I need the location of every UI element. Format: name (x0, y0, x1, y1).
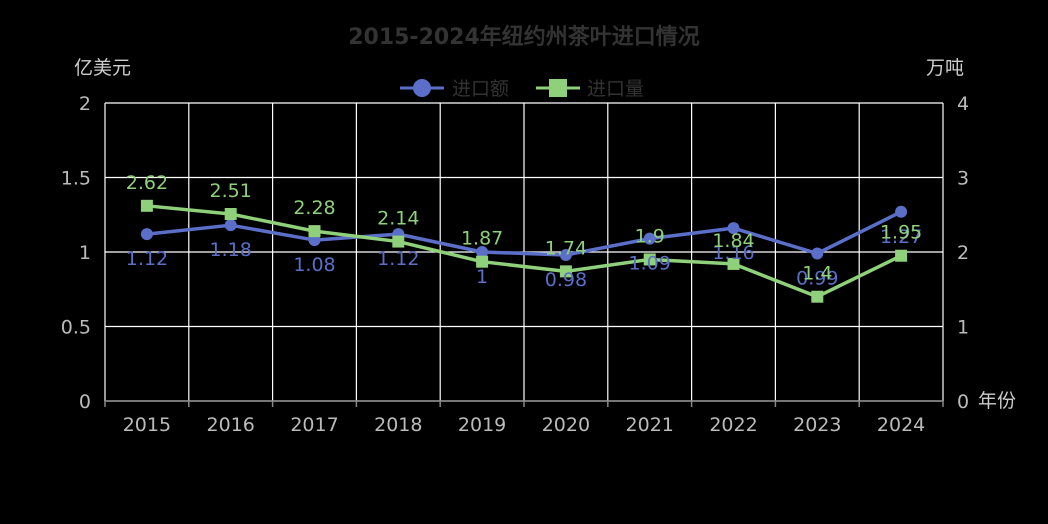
x-tick-label: 2017 (290, 414, 338, 436)
legend[interactable]: 进口额 进口量 (400, 78, 644, 100)
x-axis-label: 年份 (978, 390, 1016, 412)
x-tick-label: 2023 (793, 414, 841, 436)
y-left-tick-label: 0.5 (61, 317, 91, 339)
legend-item-series-1[interactable]: 进口额 (400, 78, 509, 100)
data-label: 0.98 (545, 269, 587, 291)
legend-label-series-2: 进口量 (587, 78, 644, 100)
data-label: 1 (476, 266, 488, 288)
x-tick-label: 2016 (207, 414, 255, 436)
data-label: 2.51 (210, 180, 252, 202)
data-label: 2.14 (377, 208, 419, 230)
series-lines (146, 204, 902, 299)
axes (104, 400, 944, 407)
data-point-square (392, 235, 405, 248)
data-label: 2.28 (293, 197, 335, 219)
data-point-square (476, 255, 489, 268)
legend-label-series-1: 进口额 (452, 78, 509, 100)
data-label: 1.16 (712, 242, 754, 264)
data-label: 1.74 (545, 237, 587, 259)
data-label: 1.9 (635, 225, 665, 247)
data-label: 1.84 (712, 230, 754, 252)
data-label: 1.4 (802, 263, 832, 285)
series-line-2 (146, 204, 902, 299)
x-tick-label: 2018 (374, 414, 422, 436)
y-right-tick-label: 0 (957, 391, 969, 413)
data-point-square (895, 249, 908, 262)
x-tick-label: 2015 (123, 414, 171, 436)
data-point-circle (224, 219, 237, 232)
legend-item-series-2[interactable]: 进口量 (536, 78, 644, 100)
data-labels: 1.12 1.18 1.08 1.12 1 0.98 1.09 1.16 0.99 1.27 2.6… (126, 172, 923, 291)
data-point-square (643, 253, 656, 266)
y-right-tick-label: 1 (957, 317, 969, 339)
data-label: 1.12 (126, 248, 168, 270)
y-left-tick-label: 0 (79, 391, 91, 413)
data-point-square (224, 208, 237, 221)
x-tick-label: 2020 (542, 414, 590, 436)
data-point-square (308, 225, 321, 238)
y-left-tick-label: 1.5 (61, 168, 91, 190)
data-point-circle (727, 222, 740, 235)
tick-labels: 0 0.5 1 1.5 2 0 1 2 3 4 2015 2016 2017 2018 2019 2020 20… (61, 93, 969, 436)
data-label: 1.08 (293, 254, 335, 276)
data-point-circle (140, 228, 153, 241)
y-right-tick-label: 3 (957, 168, 969, 190)
data-point-square (727, 257, 740, 270)
data-label: 1.95 (880, 222, 922, 244)
data-label: 1.18 (210, 239, 252, 261)
y-left-tick-label: 2 (79, 93, 91, 115)
data-point-circle (476, 246, 489, 258)
legend-square-icon (549, 79, 567, 97)
grid-lines (104, 102, 944, 402)
y-right-axis-label: 万吨 (926, 57, 964, 79)
data-point-square (811, 290, 824, 303)
data-label: 1.12 (377, 248, 419, 270)
series-line-1 (146, 210, 902, 257)
x-tick-label: 2019 (458, 414, 506, 436)
y-right-tick-label: 2 (957, 242, 969, 264)
data-label: 0.99 (796, 267, 838, 289)
data-point-circle (895, 205, 908, 218)
chart-title: 2015-2024年纽约州茶叶进口情况 (348, 24, 700, 50)
y-left-tick-label: 1 (79, 242, 91, 264)
data-markers (140, 199, 908, 303)
data-label: 2.62 (126, 172, 168, 194)
data-point-circle (643, 232, 656, 245)
data-point-circle (559, 248, 572, 261)
y-right-tick-label: 4 (957, 93, 969, 115)
x-tick-label: 2022 (709, 414, 757, 436)
data-point-square (559, 265, 572, 278)
data-label: 1.87 (461, 228, 503, 250)
x-tick-label: 2024 (877, 414, 925, 436)
data-point-circle (811, 247, 824, 260)
legend-circle-icon (413, 79, 431, 97)
x-tick-label: 2021 (626, 414, 674, 436)
data-point-square (140, 199, 153, 212)
y-left-axis-label: 亿美元 (74, 57, 131, 79)
data-label: 1.27 (880, 226, 922, 248)
data-label: 1.09 (629, 253, 671, 275)
